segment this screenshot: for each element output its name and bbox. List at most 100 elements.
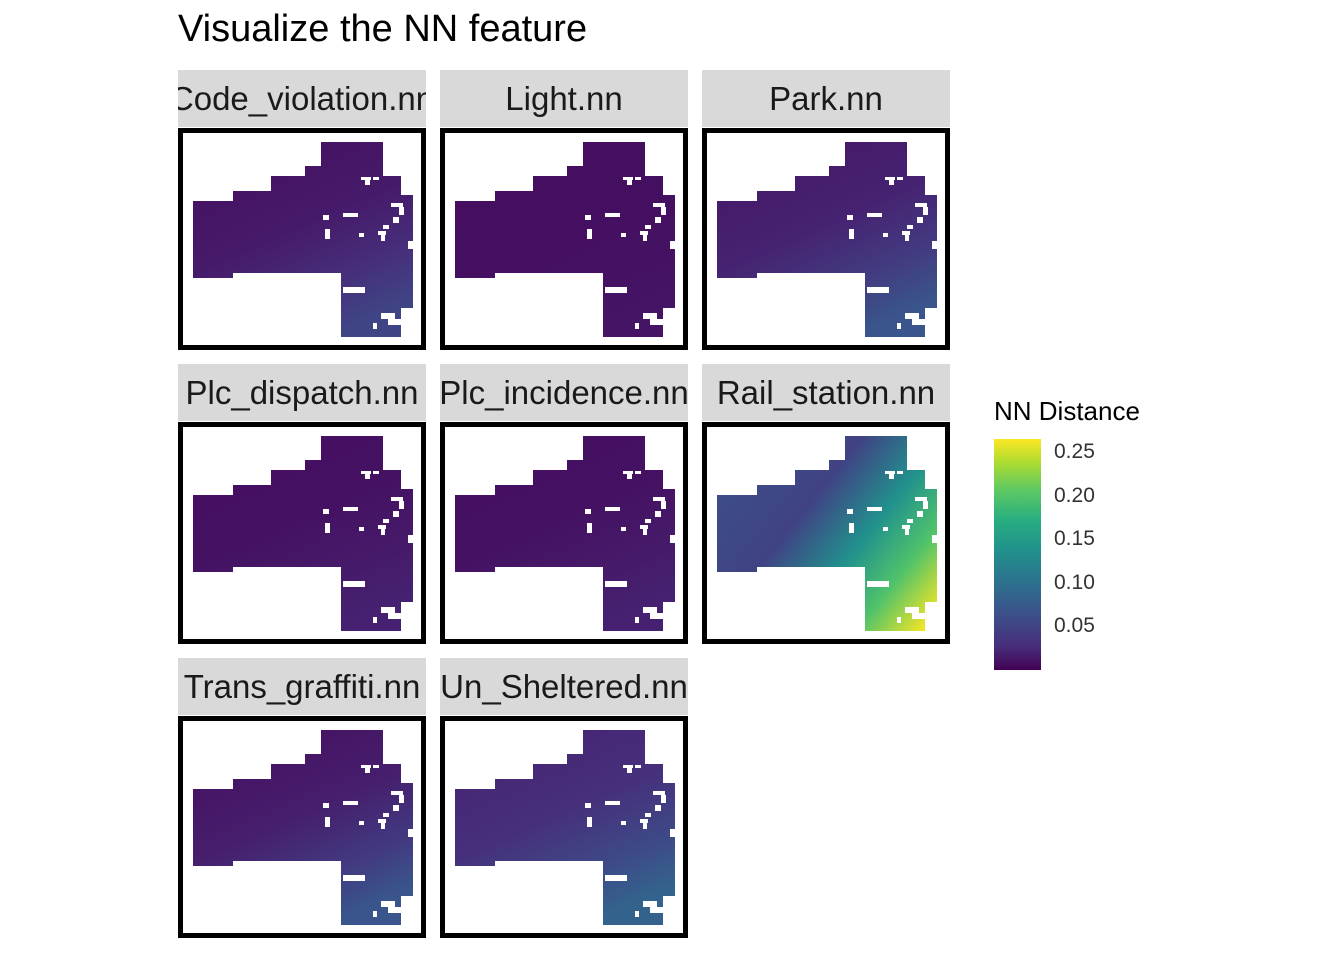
missing-cell (847, 509, 853, 514)
missing-cell (365, 180, 370, 185)
missing-cell (623, 471, 633, 474)
missing-cell (905, 527, 909, 535)
missing-cell (661, 501, 666, 509)
facet-panel: Code_violation.nn (178, 70, 426, 350)
missing-cell (907, 225, 913, 229)
facet-map (440, 128, 688, 350)
missing-cell (923, 207, 928, 215)
missing-cell (905, 607, 919, 613)
missing-cell (605, 287, 627, 293)
missing-cell (912, 613, 932, 619)
legend-tick-label: 0.05 (1054, 614, 1095, 638)
legend-tick-label: 0.20 (1054, 483, 1095, 507)
missing-cell (627, 180, 632, 185)
facet-panel: Un_Sheltered.nn (440, 658, 688, 938)
missing-cell (373, 177, 379, 180)
missing-cell (635, 765, 641, 768)
facet-label: Rail_station.nn (716, 373, 936, 411)
missing-cell (635, 177, 641, 180)
missing-cell (587, 523, 592, 533)
heatmap-area (455, 730, 675, 925)
heatmap-area (717, 142, 937, 337)
heatmap-area (455, 142, 675, 337)
missing-cell (932, 535, 937, 543)
missing-cell (373, 911, 377, 917)
missing-cell (373, 323, 377, 329)
missing-cell (643, 607, 657, 613)
facet-label: Code_violation.nn (178, 79, 426, 117)
missing-cell (408, 829, 413, 837)
missing-cell (365, 768, 370, 773)
missing-cell (621, 821, 626, 825)
missing-cell (917, 217, 923, 223)
heatmap-svg (193, 436, 413, 631)
missing-cell (388, 319, 408, 325)
missing-cell (650, 907, 670, 913)
facet-panel: Light.nn (440, 70, 688, 350)
heatmap-svg (455, 142, 675, 337)
missing-cell (897, 323, 901, 329)
missing-cell (323, 803, 329, 808)
missing-cell (643, 901, 657, 907)
missing-cell (361, 765, 371, 768)
missing-cell (897, 177, 903, 180)
heatmap-svg (455, 730, 675, 925)
missing-cell (849, 523, 854, 533)
missing-cell (849, 229, 854, 239)
missing-cell (885, 177, 895, 180)
facet-map (178, 716, 426, 938)
facet-map (440, 422, 688, 644)
missing-cell (323, 509, 329, 514)
missing-cell (883, 233, 888, 237)
missing-cell (325, 523, 330, 533)
missing-cell (932, 241, 937, 249)
missing-cell (905, 313, 919, 319)
heatmap-svg (193, 730, 413, 925)
missing-cell (897, 617, 901, 623)
missing-cell (381, 607, 395, 613)
heatmap-svg (193, 142, 413, 337)
missing-cell (650, 613, 670, 619)
missing-cell (650, 319, 670, 325)
missing-cell (343, 287, 365, 293)
missing-cell (399, 795, 404, 803)
missing-cell (399, 501, 404, 509)
missing-cell (373, 765, 379, 768)
facet-map (178, 128, 426, 350)
legend-title: NN Distance (994, 396, 1140, 426)
missing-cell (605, 507, 620, 511)
facet-label: Park.nn (769, 79, 883, 117)
missing-cell (655, 217, 661, 223)
legend-tick-label: 0.15 (1054, 527, 1095, 551)
heatmap-area (193, 436, 413, 631)
missing-cell (365, 474, 370, 479)
missing-cell (643, 821, 647, 829)
missing-cell (343, 801, 358, 805)
missing-cell (897, 471, 903, 474)
missing-cell (373, 471, 379, 474)
missing-cell (907, 519, 913, 523)
missing-cell (635, 911, 639, 917)
missing-cell (643, 233, 647, 241)
missing-cell (867, 507, 882, 511)
missing-cell (643, 313, 657, 319)
missing-cell (359, 821, 364, 825)
missing-cell (627, 768, 632, 773)
missing-cell (359, 527, 364, 531)
facet-map (702, 128, 950, 350)
missing-cell (325, 229, 330, 239)
missing-cell (393, 217, 399, 223)
missing-cell (393, 511, 399, 517)
page-title: Visualize the NN feature (178, 8, 588, 50)
missing-cell (343, 875, 365, 881)
missing-cell (381, 821, 385, 829)
missing-cell (655, 805, 661, 811)
facet-strip: Rail_station.nn (702, 364, 950, 421)
missing-cell (381, 527, 385, 535)
missing-cell (917, 511, 923, 517)
missing-cell (885, 471, 895, 474)
missing-cell (587, 817, 592, 827)
missing-cell (867, 213, 882, 217)
facet-map (440, 716, 688, 938)
missing-cell (381, 233, 385, 241)
